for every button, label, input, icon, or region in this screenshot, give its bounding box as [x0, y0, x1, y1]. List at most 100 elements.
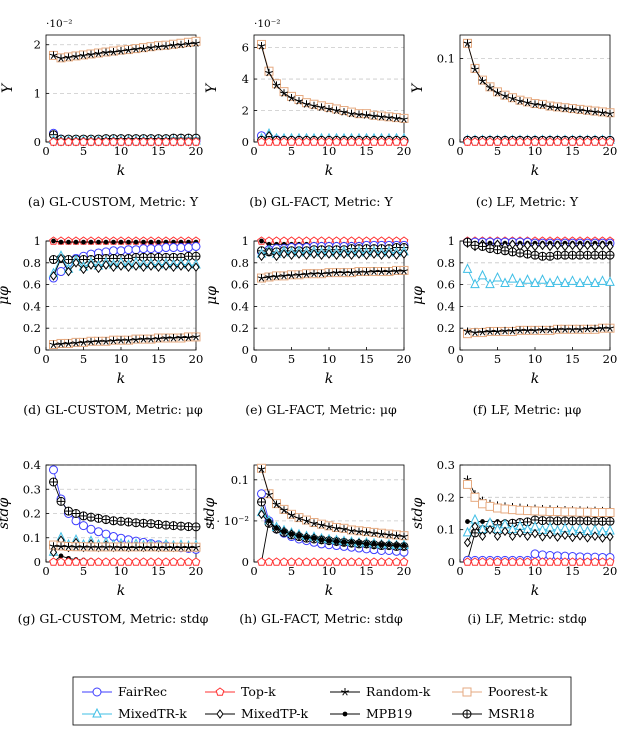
y-tick-label: 0 — [242, 555, 249, 569]
data-point — [332, 268, 341, 277]
y-tick-label: 1 — [448, 234, 455, 248]
data-point — [354, 557, 364, 566]
x-tick-label: 15 — [565, 144, 580, 158]
data-point — [471, 328, 479, 337]
data-point — [289, 531, 294, 537]
data-point — [162, 42, 170, 50]
data-point — [386, 542, 392, 548]
data-point — [538, 101, 547, 109]
data-point — [272, 251, 281, 262]
x-tick-label: 0 — [42, 352, 49, 366]
legend-marker — [462, 687, 472, 697]
data-point — [462, 526, 473, 537]
data-point — [154, 334, 163, 343]
data-point — [583, 137, 592, 146]
data-point — [162, 543, 170, 551]
data-point — [582, 275, 593, 285]
legend-marker — [216, 709, 224, 719]
legend-marker — [215, 687, 225, 696]
data-point — [347, 137, 356, 146]
data-point — [530, 549, 540, 559]
data-point — [485, 501, 495, 511]
data-point — [87, 50, 95, 58]
data-point — [57, 340, 65, 348]
data-point — [109, 48, 118, 56]
x-tick-label: 5 — [80, 352, 87, 366]
data-point — [124, 137, 133, 146]
data-point — [154, 262, 163, 272]
y-tick-label: 0.8 — [23, 256, 41, 270]
x-tick-label: 10 — [528, 144, 543, 158]
x-tick-label: 5 — [494, 352, 501, 366]
data-point — [355, 249, 363, 259]
data-point — [553, 250, 562, 260]
data-point — [257, 509, 266, 520]
data-point — [79, 264, 88, 275]
data-point — [516, 326, 524, 334]
data-point — [362, 528, 371, 536]
data-point — [325, 104, 333, 113]
x-tick-label: 10 — [114, 352, 129, 366]
y-tick-label: 0.4 — [231, 299, 249, 313]
data-point — [552, 275, 563, 285]
data-point — [191, 557, 201, 566]
chart-caption: (g) GL-CUSTOM, Metric: stdφ — [18, 611, 209, 626]
x-tick-label: 15 — [565, 564, 580, 578]
legend-label: Random-k — [366, 684, 431, 699]
data-point — [161, 557, 171, 566]
data-point — [184, 543, 193, 551]
plot-frame — [459, 34, 611, 143]
data-point — [56, 267, 66, 277]
x-tick-label: 5 — [494, 564, 501, 578]
data-point — [279, 137, 289, 146]
data-point — [400, 532, 408, 541]
x-tick-label: 10 — [322, 564, 337, 578]
data-point — [101, 557, 111, 566]
data-point — [553, 507, 562, 517]
data-point — [317, 250, 326, 261]
data-point — [109, 557, 118, 566]
data-point — [116, 246, 126, 256]
legend-marker — [342, 711, 348, 717]
data-point — [257, 251, 266, 262]
data-point — [561, 241, 569, 252]
y-tick-label: 0.1 — [231, 473, 249, 487]
legend-box — [72, 676, 572, 726]
data-point — [606, 324, 614, 332]
data-point — [154, 137, 163, 146]
data-point — [370, 112, 378, 120]
data-point — [332, 137, 341, 146]
data-point — [575, 277, 585, 288]
data-point — [340, 525, 348, 533]
data-point — [191, 522, 201, 532]
data-point — [508, 94, 517, 103]
data-point — [169, 557, 178, 566]
data-point — [545, 137, 555, 146]
data-point — [384, 557, 394, 566]
data-point — [49, 547, 58, 558]
data-point — [349, 539, 354, 545]
legend-label: FairRec — [118, 684, 167, 699]
series-poorestk — [49, 36, 201, 63]
data-point — [132, 335, 140, 344]
data-point — [87, 337, 95, 346]
data-point — [515, 137, 525, 146]
data-point — [79, 51, 88, 59]
data-point — [463, 327, 472, 335]
data-point — [493, 531, 502, 541]
data-point — [553, 103, 562, 112]
data-point — [583, 557, 592, 566]
data-point — [310, 269, 318, 278]
data-point — [538, 506, 547, 516]
data-point — [169, 334, 178, 342]
data-point — [591, 531, 599, 541]
data-point — [146, 244, 156, 254]
series-msr18 — [49, 251, 201, 265]
x-tick-label: 10 — [528, 352, 543, 366]
data-point — [116, 557, 126, 566]
data-point — [66, 239, 71, 245]
data-point — [94, 527, 103, 537]
data-point — [103, 239, 109, 245]
data-point — [64, 542, 73, 551]
x-tick-label: 20 — [189, 144, 204, 158]
